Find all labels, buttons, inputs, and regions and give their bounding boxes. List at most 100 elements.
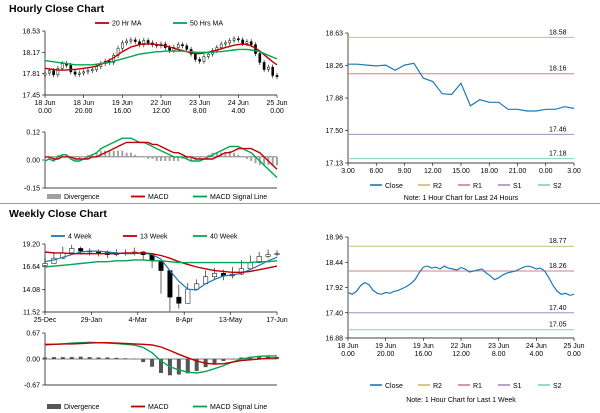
- candle-body: [194, 283, 200, 290]
- candle-body: [212, 272, 218, 278]
- hourly-price-xtick-label: 4.00: [232, 108, 246, 115]
- divergence-bar: [78, 356, 83, 359]
- weekly-close-xtick-label: 12.00: [452, 351, 470, 358]
- weekly-close-xtick-label: 4.00: [530, 351, 544, 358]
- macd-signal-line: [45, 342, 278, 365]
- divergence-bar: [257, 356, 262, 359]
- divergence-bar: [198, 156, 201, 159]
- divergence-bar: [221, 359, 226, 361]
- candle-body: [265, 254, 271, 257]
- divergence-bar: [82, 156, 85, 158]
- divergence-bar: [228, 150, 231, 157]
- hourly-price-xtick-label: 18 Jun: [34, 100, 55, 107]
- hourly-price-xtick-label: 23 Jun: [189, 100, 210, 107]
- divergence-bar: [74, 156, 77, 159]
- candle-body: [224, 42, 227, 45]
- candle-body: [121, 42, 124, 49]
- close-line: [347, 265, 575, 296]
- hourly-price-xtick-label: 22 Jun: [150, 100, 171, 107]
- level-label-s1: 17.46: [549, 126, 567, 133]
- candle-body: [82, 71, 85, 74]
- divergence-bar: [150, 359, 155, 367]
- divergence-bar: [112, 150, 115, 157]
- candle-body: [267, 66, 270, 70]
- macd-line: [44, 341, 277, 374]
- hourly-close-chart-title: Hourly Close Chart: [9, 3, 105, 15]
- weekly-close-xtick-label: 25 Jun: [563, 343, 584, 350]
- candle-body: [86, 70, 90, 73]
- hourly-close-ytick-label: 18.63: [325, 31, 343, 38]
- weekly-macd-ytick-label: 0.67: [26, 331, 40, 338]
- divergence-bar: [147, 156, 150, 159]
- hourly-price-xtick-label: 0.00: [270, 108, 284, 115]
- weekly-close-xtick-label: 0.00: [567, 351, 581, 358]
- hourly-close-ytick-label: 17.13: [325, 161, 343, 168]
- hourly-price-xtick-label: 16.00: [114, 108, 132, 115]
- divergence-bar: [52, 156, 55, 159]
- weekly-close-ytick-label: 17.40: [325, 310, 343, 317]
- divergence-bar: [164, 156, 167, 162]
- divergence-bar: [160, 156, 162, 162]
- level-label-r2: 18.77: [549, 238, 567, 245]
- hourly-price-xtick-label: 20.00: [75, 108, 93, 115]
- divergence-bar: [91, 154, 94, 157]
- divergence-bar: [181, 156, 184, 159]
- weekly-close-xtick-label: 18 Jun: [337, 343, 358, 350]
- divergence-bar: [132, 358, 137, 360]
- divergence-bar: [212, 359, 217, 364]
- divergence-bar: [78, 156, 81, 159]
- weekly-close-xtick-label: 22 Jun: [450, 343, 471, 350]
- divergence-bar: [69, 357, 74, 359]
- ma-20-hr-line: [44, 43, 278, 71]
- hourly-close-ytick-label: 17.88: [325, 96, 343, 103]
- legend-label: S2: [553, 383, 562, 390]
- candle-body: [232, 38, 236, 41]
- ma-50-hr-line: [44, 48, 278, 66]
- legend-label: Close: [385, 383, 403, 390]
- candle-body: [42, 263, 48, 266]
- weekly-close-xtick-label: 24 Jun: [526, 343, 547, 350]
- weekly-price-xtick-label: 25-Dec: [34, 317, 57, 324]
- divergence-bar: [138, 156, 141, 158]
- weekly-price-ytick-label: 16.64: [22, 264, 40, 271]
- candle-body: [52, 70, 55, 76]
- legend-label: MACD: [148, 404, 169, 411]
- legend-label: 20 Hr MA: [112, 21, 142, 28]
- weekly-close-xtick-label: 8.00: [492, 351, 506, 358]
- hourly-price-xtick-label: 0.00: [38, 108, 52, 115]
- hourly-price-ytick-label: 17.45: [22, 93, 40, 100]
- divergence-bar: [158, 359, 164, 373]
- divergence-bar: [56, 154, 59, 157]
- weekly-close-ytick-label: 18.44: [325, 260, 343, 267]
- candle-body: [249, 41, 253, 45]
- weekly-price-xtick-label: 29-Jan: [81, 317, 103, 324]
- candle-body: [256, 256, 262, 263]
- candle-body: [181, 44, 184, 47]
- divergence-bar: [104, 150, 107, 157]
- weekly-close-xtick-label: 19 Jun: [375, 343, 396, 350]
- hourly-macd-ytick-label: 0.12: [26, 130, 40, 137]
- candle-body: [78, 248, 84, 252]
- candle-body: [237, 38, 240, 41]
- legend-label: MACD: [148, 194, 169, 201]
- candle-body: [271, 66, 275, 76]
- candle-body: [47, 70, 51, 74]
- candle-body: [56, 68, 60, 76]
- hourly-close-xtick-label: 3.00: [341, 168, 355, 175]
- divergence-bar: [224, 152, 227, 157]
- legend-label: MACD Signal Line: [210, 194, 267, 201]
- weekly-close-ytick-label: 18.96: [325, 235, 343, 242]
- divergence-bar: [245, 156, 248, 159]
- weekly-close-xtick-label: 20.00: [377, 351, 395, 358]
- divergence-bar: [69, 156, 72, 159]
- ma-4-week-line: [44, 250, 278, 291]
- hourly-price-ytick-label: 17.81: [22, 71, 40, 78]
- hourly-macd-ytick-label: 0.00: [26, 158, 40, 165]
- candle-body: [275, 75, 279, 77]
- divergence-bar: [237, 154, 240, 157]
- weekly-price-ytick-label: 14.08: [22, 287, 40, 294]
- divergence-bar: [194, 156, 197, 159]
- candle-body: [176, 296, 182, 304]
- candle-body: [206, 53, 210, 57]
